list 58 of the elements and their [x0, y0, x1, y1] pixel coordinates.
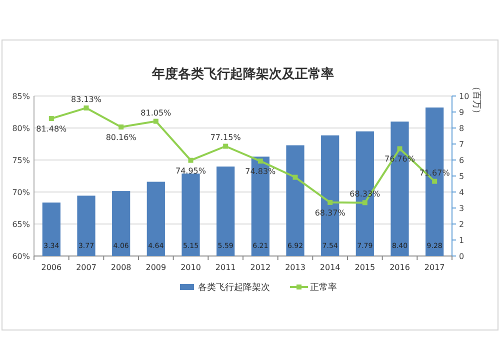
bar [216, 166, 235, 256]
point [328, 200, 333, 205]
y-tick-label: 60% [12, 252, 30, 261]
x-tick-label: 2015 [354, 263, 376, 272]
y-tick-label: 75% [12, 156, 30, 165]
chart-title: 年度各类飞行起降架次及正常率 [151, 66, 334, 82]
x-tick-label: 2013 [285, 263, 306, 272]
x-tick-label: 2010 [180, 263, 201, 272]
legend-label: 各类飞行起降架次 [198, 282, 270, 293]
bar [182, 174, 200, 256]
y2-tick-label: 3 [459, 204, 464, 213]
point [153, 118, 158, 124]
bar [42, 202, 60, 256]
y2-tick-label: 8 [459, 124, 464, 133]
bar [77, 196, 96, 256]
data-label: 81.05% [140, 108, 172, 118]
y2-axis-title: （百万） [471, 82, 481, 118]
point [118, 124, 124, 130]
y2-tick-label: 0 [459, 252, 464, 261]
x-tick-label: 2009 [146, 263, 166, 272]
y-tick-label: 85% [12, 92, 30, 101]
y-tick-label: 70% [12, 188, 30, 197]
y2-tick-label: 7 [459, 140, 464, 149]
y2-tick-label: 9 [459, 108, 464, 117]
x-tick-label: 2011 [215, 263, 236, 272]
data-label: 80.16% [106, 132, 137, 142]
y2-tick-label: 1 [459, 236, 464, 245]
bar [146, 182, 165, 256]
y2-tick-label: 6 [459, 156, 464, 165]
data-label: 83.13% [70, 94, 102, 104]
bar [112, 191, 130, 256]
x-tick-label: 2017 [424, 263, 445, 272]
x-tick-label: 2016 [390, 263, 410, 272]
x-tick-label: 2007 [76, 263, 96, 272]
point [223, 144, 228, 149]
point [397, 146, 402, 152]
point [84, 105, 89, 110]
point [188, 158, 194, 163]
y-tick-label: 80% [12, 124, 30, 133]
data-label: 74.95% [175, 166, 206, 176]
y-tick-label: 65% [12, 220, 30, 229]
y2-tick-label: 4 [459, 188, 464, 197]
bar [286, 145, 304, 256]
y2-tick-label: 2 [459, 220, 464, 229]
x-tick-label: 2014 [320, 263, 340, 272]
x-tick-label: 2012 [250, 263, 271, 272]
point [362, 200, 368, 206]
x-tick-label: 2006 [41, 263, 62, 272]
data-label: 77.15% [210, 133, 242, 142]
point [292, 174, 298, 180]
point [258, 158, 263, 164]
y2-tick-label: 5 [459, 172, 464, 181]
point [48, 116, 54, 122]
y2-tick-label: 10 [459, 92, 470, 101]
data-label: 81.48% [36, 124, 68, 134]
legend-label: 正常率 [310, 282, 337, 293]
x-tick-label: 2008 [110, 263, 132, 272]
point [432, 178, 438, 184]
